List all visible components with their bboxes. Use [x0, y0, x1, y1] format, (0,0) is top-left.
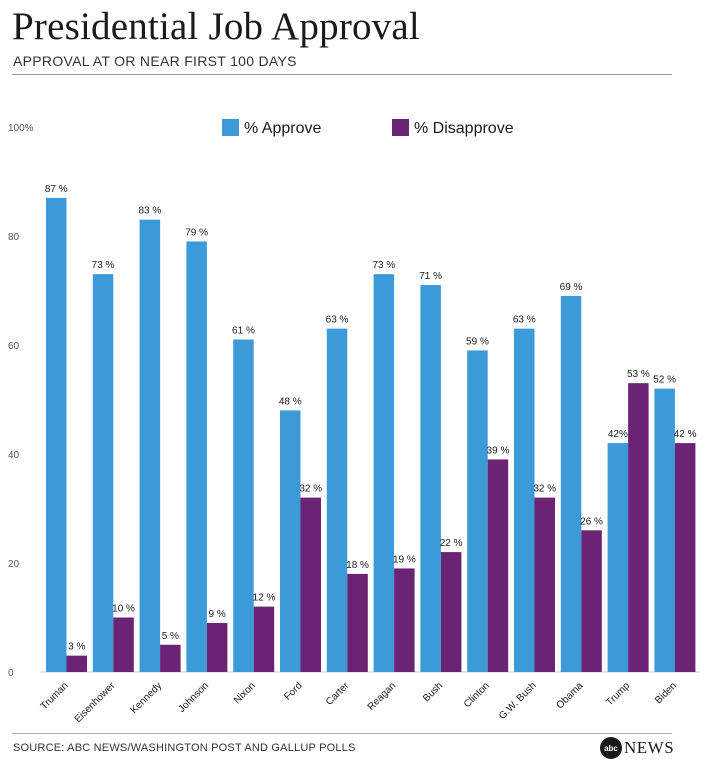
category-label: Johnson — [177, 680, 212, 715]
category-label: Clinton — [462, 680, 492, 710]
category-label: Carter — [324, 680, 352, 708]
bar-approve — [420, 285, 441, 672]
data-label: 48 % — [279, 396, 302, 407]
bar-disapprove — [628, 383, 649, 672]
bar-approve — [326, 328, 348, 672]
bar-approve — [467, 350, 488, 672]
y-tick-label: 100% — [8, 123, 34, 134]
chart-subtitle: APPROVAL AT OR NEAR FIRST 100 DAYS — [13, 53, 297, 69]
data-label: 26 % — [580, 516, 603, 527]
bar-approve — [607, 443, 629, 672]
data-label: 61 % — [232, 326, 255, 337]
source-note: SOURCE: ABC NEWS/WASHINGTON POST AND GAL… — [13, 742, 356, 754]
legend-swatch-approve — [222, 119, 239, 136]
data-label: 32 % — [299, 484, 322, 495]
bar-approve — [373, 274, 395, 672]
bar-approve — [233, 339, 254, 672]
bar-disapprove — [300, 497, 321, 672]
bar-chart: 0 20 40 60 80 100% % Approve % Disapprove 87 % 3 … — [8, 119, 700, 725]
bar-disapprove — [674, 443, 696, 672]
header-divider — [12, 74, 672, 75]
y-tick-label: 0 — [8, 668, 14, 679]
category-label: Trump — [604, 680, 632, 708]
data-label: 18 % — [346, 560, 369, 571]
data-label: 87 % — [45, 184, 68, 195]
data-label: 32 % — [533, 484, 556, 495]
category-label: Biden — [653, 680, 679, 706]
bar-disapprove — [581, 530, 602, 672]
bar-disapprove — [394, 568, 415, 672]
data-label: 3 % — [68, 642, 85, 653]
bar-disapprove — [534, 497, 555, 672]
data-label: 63 % — [326, 315, 349, 326]
legend-label-disapprove: % Disapprove — [414, 120, 514, 137]
data-label: 39 % — [487, 445, 510, 456]
bar-approve — [92, 274, 114, 672]
data-label: 59 % — [466, 336, 489, 347]
category-label: Nixon — [232, 680, 258, 706]
bar-approve — [46, 197, 67, 672]
bar-disapprove — [253, 606, 275, 672]
legend-label-approve: % Approve — [244, 120, 321, 137]
bar-disapprove — [347, 573, 368, 672]
bar-disapprove — [440, 552, 462, 672]
y-tick-label: 60 — [8, 341, 20, 352]
data-label: 53 % — [627, 369, 650, 380]
bar-disapprove — [160, 644, 181, 672]
data-label: 9 % — [209, 609, 226, 620]
bar-disapprove — [66, 655, 87, 672]
bar-disapprove — [487, 459, 509, 672]
bar-approve — [514, 328, 535, 672]
data-label: 42% — [608, 429, 628, 440]
y-tick-label: 40 — [8, 450, 20, 461]
category-label: Obama — [554, 680, 585, 711]
bar-disapprove — [206, 622, 228, 672]
bar-approve — [654, 388, 675, 672]
y-tick-label: 80 — [8, 232, 20, 243]
category-label: Ford — [282, 680, 304, 702]
bar-disapprove — [113, 617, 134, 672]
category-label: Reagan — [366, 680, 399, 713]
category-label: Bush — [421, 680, 445, 704]
bar-approve — [560, 295, 582, 672]
abc-news-logo: abc NEWS — [600, 737, 674, 759]
footer-divider — [12, 733, 672, 734]
category-label: Truman — [39, 680, 71, 712]
data-label: 71 % — [419, 271, 442, 282]
data-label: 79 % — [185, 227, 208, 238]
abc-logo-badge: abc — [600, 737, 622, 759]
data-label: 52 % — [653, 375, 676, 386]
bar-approve — [280, 410, 301, 672]
data-label: 83 % — [138, 206, 161, 217]
data-label: 73 % — [372, 260, 395, 271]
bar-approve — [139, 219, 161, 672]
data-label: 73 % — [92, 260, 115, 271]
data-label: 63 % — [513, 315, 536, 326]
news-logo-text: NEWS — [624, 738, 675, 757]
legend-swatch-disapprove — [392, 119, 409, 136]
bar-approve — [186, 241, 207, 672]
data-label: 19 % — [393, 554, 416, 565]
y-tick-label: 20 — [8, 559, 20, 570]
data-label: 22 % — [440, 538, 463, 549]
data-label: 42 % — [674, 429, 697, 440]
category-label: Kennedy — [129, 680, 165, 716]
chart-title: Presidential Job Approval — [12, 5, 420, 48]
data-label: 69 % — [560, 282, 583, 293]
category-label: G.W. Bush — [497, 680, 539, 722]
data-label: 10 % — [112, 604, 135, 615]
data-label: 12 % — [253, 593, 276, 604]
data-label: 5 % — [162, 631, 179, 642]
category-label: Eisenhower — [73, 680, 118, 725]
